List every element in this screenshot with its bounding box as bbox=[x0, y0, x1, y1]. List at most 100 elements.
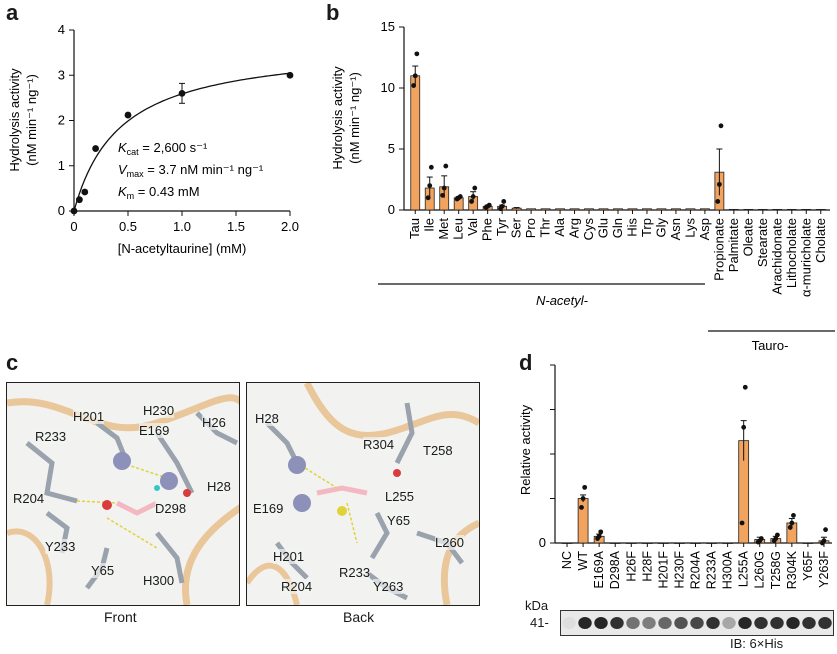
b-bar bbox=[584, 208, 594, 211]
annot-km: Km = 0.43 mM bbox=[118, 184, 200, 201]
a-xtick-label: 0.5 bbox=[119, 219, 137, 234]
b-point bbox=[412, 73, 418, 79]
b-ytick-label: 5 bbox=[388, 141, 395, 156]
panel-letter-b: b bbox=[326, 0, 340, 25]
d-point bbox=[582, 484, 588, 490]
blot-band bbox=[690, 617, 704, 629]
d-point bbox=[579, 505, 584, 510]
d-point bbox=[741, 424, 747, 430]
d-point bbox=[774, 532, 780, 538]
b-bar bbox=[656, 208, 667, 211]
b-category-label: Leu bbox=[451, 218, 466, 240]
blot-band bbox=[818, 617, 832, 629]
b-point bbox=[414, 51, 420, 57]
blot-band bbox=[674, 617, 688, 629]
b-category-label: Glu bbox=[596, 218, 611, 238]
b-category-label: Phe bbox=[480, 218, 495, 241]
b-category-label: Ser bbox=[509, 217, 524, 238]
b-bar bbox=[627, 208, 638, 211]
b-ytick-label: 0 bbox=[388, 202, 395, 217]
b-point bbox=[470, 194, 476, 199]
b-category-label: Lithocholate bbox=[784, 218, 799, 288]
b-category-label: Arachidonate bbox=[769, 218, 784, 295]
d-category-label: E169A bbox=[592, 550, 606, 588]
b-category-label: Tau bbox=[407, 218, 422, 239]
d-category-label: R233A bbox=[705, 550, 719, 589]
d-point bbox=[791, 513, 796, 518]
b-category-label: Stearate bbox=[755, 218, 770, 267]
residue-label-front: H230 bbox=[143, 403, 175, 418]
blot-band bbox=[594, 617, 608, 629]
b-category-label: Cys bbox=[581, 218, 596, 241]
blot-bands bbox=[562, 617, 832, 629]
residue-label-back: H201 bbox=[273, 549, 305, 564]
b-point bbox=[428, 164, 434, 170]
residue-label-front: H300 bbox=[143, 573, 175, 588]
residue-label-front: E169 bbox=[139, 423, 170, 438]
b-category-label: His bbox=[624, 218, 639, 237]
b-bar bbox=[757, 208, 768, 211]
b-bar bbox=[786, 208, 797, 211]
b-bar bbox=[743, 208, 754, 211]
panel-letter-d: d bbox=[519, 350, 533, 375]
b-bar bbox=[598, 208, 609, 211]
b-category-label: Lys bbox=[682, 218, 697, 238]
b-category-label: Propionate bbox=[711, 218, 726, 281]
blot-band bbox=[658, 617, 672, 629]
d-point bbox=[758, 536, 764, 541]
d-category-label: H26F bbox=[624, 551, 638, 582]
b-category-label: Asn bbox=[668, 218, 683, 240]
d-point bbox=[742, 384, 748, 390]
panel-a-ylabel-2: (nM min⁻¹ ng⁻¹) bbox=[24, 74, 39, 166]
blot-band bbox=[802, 617, 816, 629]
a-point bbox=[124, 111, 132, 119]
panel-letter-c: c bbox=[6, 350, 19, 375]
residue-label-front: Y233 bbox=[45, 539, 76, 554]
a-point bbox=[70, 207, 78, 215]
d-point bbox=[821, 538, 827, 544]
blot-band bbox=[786, 617, 800, 629]
b-category-label: Gly bbox=[653, 218, 668, 238]
b-bar bbox=[613, 208, 623, 211]
d-category-label: R204A bbox=[689, 550, 703, 589]
b-category-label: Cholate bbox=[813, 218, 828, 263]
residue-label-back: T258 bbox=[423, 443, 453, 458]
b-bar bbox=[671, 208, 681, 211]
blot-band bbox=[578, 617, 592, 629]
b-point bbox=[443, 163, 449, 169]
a-xtick-label: 2.0 bbox=[281, 219, 299, 234]
residue-label-back: L255 bbox=[385, 489, 414, 504]
a-ytick-label: 2 bbox=[58, 113, 65, 128]
blot-band bbox=[770, 617, 784, 629]
b-bar bbox=[569, 208, 580, 211]
d-category-label: Y263F bbox=[817, 551, 831, 588]
structure-back: H28 R304 T258 L255 E169 Y65 H201 R233 L260 R204 Y2… bbox=[246, 382, 480, 606]
a-point bbox=[76, 196, 83, 204]
residue-label-front: R204 bbox=[13, 491, 45, 506]
b-category-label: Asp bbox=[697, 218, 712, 240]
b-point bbox=[425, 195, 431, 201]
b-point bbox=[441, 185, 447, 191]
panel-a-chart: 0 1 2 3 4 0 0.5 1.0 1.5 2.0 Hydrolysis activity (… bbox=[7, 22, 299, 256]
blot-band bbox=[626, 617, 640, 629]
residue-label-back: H28 bbox=[255, 411, 279, 426]
kda-label: kDa bbox=[525, 598, 549, 613]
western-blot bbox=[560, 610, 834, 636]
annot-vmax: Vmax = 3.7 nM min⁻¹ ng⁻¹ bbox=[118, 162, 264, 179]
d-category-label: WT bbox=[576, 551, 590, 571]
residue-label-back: L260 bbox=[435, 535, 464, 550]
group-label-tauro: Tauro- bbox=[752, 338, 789, 353]
annot-kcat: Kcat = 2,600 s⁻¹ bbox=[118, 140, 208, 157]
blot-band bbox=[754, 617, 768, 629]
a-xtick-label: 0 bbox=[70, 219, 77, 234]
b-point bbox=[499, 203, 505, 209]
d-category-label: H300A bbox=[721, 550, 735, 589]
d-point bbox=[787, 525, 793, 530]
b-bar bbox=[728, 208, 739, 211]
b-bar bbox=[772, 208, 783, 211]
a-ytick-label: 0 bbox=[58, 203, 65, 218]
blot-band bbox=[706, 617, 720, 629]
caption-back: Back bbox=[343, 609, 375, 625]
b-point bbox=[486, 202, 492, 208]
panel-b-ylabel-2: (nM min⁻¹ ng⁻¹) bbox=[347, 72, 362, 164]
